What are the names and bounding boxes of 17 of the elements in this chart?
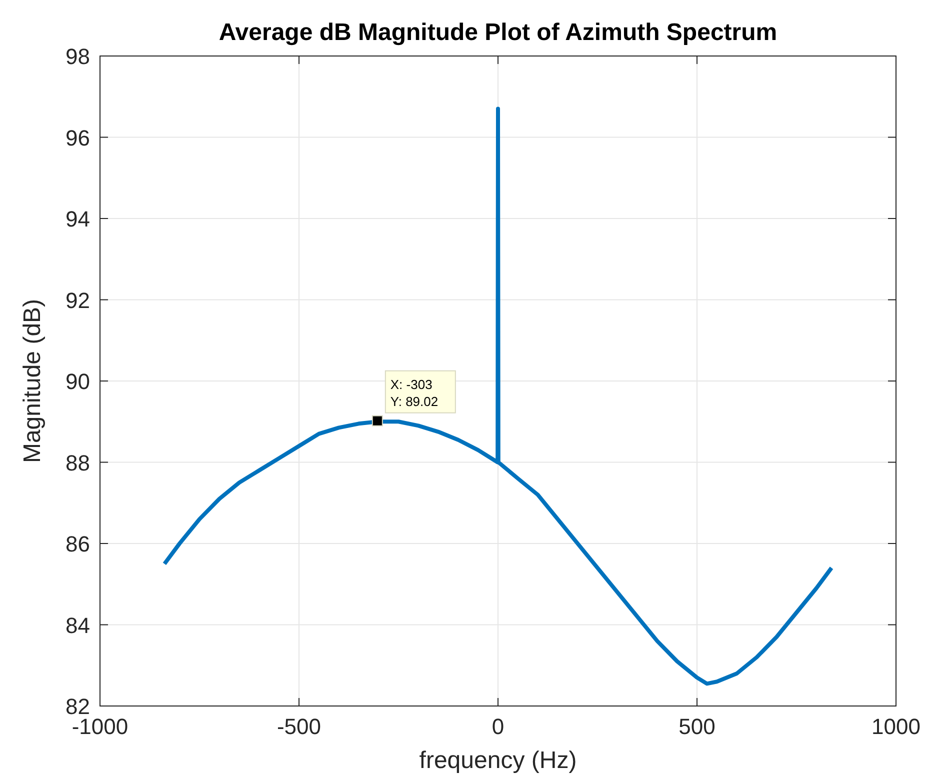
- y-tick-label: 90: [66, 369, 90, 394]
- y-tick-label: 96: [66, 125, 90, 150]
- y-tick-label: 92: [66, 288, 90, 313]
- x-axis-title: frequency (Hz): [419, 747, 577, 774]
- y-tick-label: 86: [66, 532, 90, 556]
- y-tick-label: 88: [66, 450, 90, 476]
- y-tick-label: 84: [66, 612, 90, 638]
- x-tick-label: 500: [678, 714, 716, 739]
- line-series: [162, 106, 834, 686]
- y-tick-label: 94: [66, 206, 90, 232]
- annotation: X: -303 Y: 89.02: [390, 376, 438, 409]
- chart-title: Average dB Magnitude Plot of Azimuth Spectrum: [218, 19, 778, 46]
- y-tick-label: 98: [66, 44, 90, 69]
- y-axis-title: Magnitude (dB): [19, 298, 46, 464]
- x-tick-label: -500: [276, 714, 322, 739]
- x-tick-label: 1000: [872, 714, 920, 739]
- x-tick-label: 0: [492, 714, 504, 739]
